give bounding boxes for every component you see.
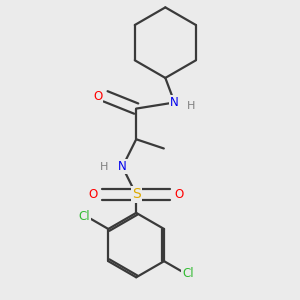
Text: O: O xyxy=(88,188,98,201)
Text: H: H xyxy=(100,162,108,172)
Text: Cl: Cl xyxy=(79,211,91,224)
Text: S: S xyxy=(132,188,141,202)
Text: Cl: Cl xyxy=(182,267,194,280)
Text: O: O xyxy=(175,188,184,201)
Text: N: N xyxy=(170,96,179,109)
Text: H: H xyxy=(187,100,196,110)
Text: O: O xyxy=(93,90,103,103)
Text: N: N xyxy=(118,160,127,173)
